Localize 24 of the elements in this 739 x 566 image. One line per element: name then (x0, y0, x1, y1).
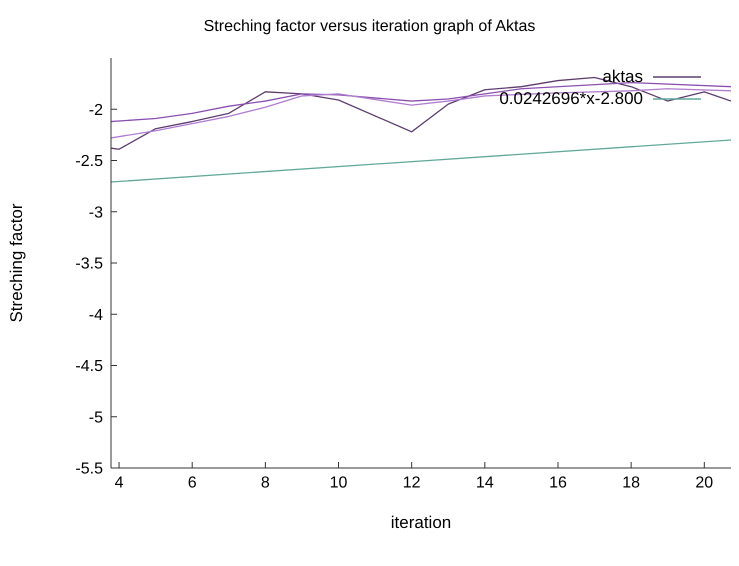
x-tick-label: 10 (330, 474, 348, 492)
y-axis-title: Streching factor (7, 203, 26, 323)
y-tick-label: -4 (88, 306, 104, 324)
x-tick-label: 14 (476, 474, 494, 492)
chart-title: Streching factor versus iteration graph of Aktas (202, 18, 536, 36)
y-tick-label: -5 (88, 409, 104, 426)
y-tick-label: -2 (88, 102, 104, 119)
y-tick-label: -2.5 (75, 153, 104, 170)
y-tick-label: -4.5 (75, 358, 104, 376)
x-tick-label: 8 (260, 474, 270, 492)
x-tick-label: 6 (188, 474, 197, 492)
y-tick-label: -3 (88, 204, 104, 222)
x-axis-title: iteration (390, 513, 452, 532)
x-tick-label: 20 (695, 474, 714, 492)
legend-label: aktas (602, 66, 643, 88)
x-tick-label: 18 (622, 474, 640, 492)
x-tick-label: 16 (549, 474, 567, 492)
x-tick-label: 4 (114, 474, 124, 492)
x-tick-label: 12 (402, 474, 421, 492)
legend-label: 0.0242696*x-2.800 (499, 88, 643, 110)
y-tick-label: -5.5 (75, 460, 104, 478)
y-tick-label: -3.5 (75, 256, 104, 273)
line-series (111, 88, 731, 139)
line-series (111, 82, 731, 122)
